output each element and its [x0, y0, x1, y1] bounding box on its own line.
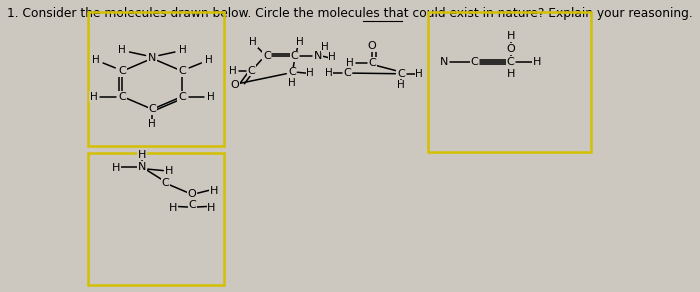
Text: H: H	[321, 42, 329, 52]
Text: C: C	[162, 178, 169, 188]
Text: H: H	[306, 68, 314, 78]
Text: C: C	[118, 92, 127, 102]
Text: C: C	[263, 51, 271, 61]
Bar	[88, 11, 224, 146]
Text: N: N	[138, 162, 146, 172]
Text: H: H	[397, 80, 405, 90]
Text: C: C	[148, 104, 156, 114]
Text: H: H	[533, 57, 541, 67]
Text: C: C	[288, 67, 295, 77]
Text: C: C	[118, 66, 127, 76]
Text: O: O	[506, 44, 515, 54]
Text: C: C	[368, 58, 376, 68]
Bar	[88, 153, 224, 285]
Text: C: C	[178, 66, 186, 76]
Text: 1. Consider the molecules drawn below. Circle the molecules that could exist in : 1. Consider the molecules drawn below. C…	[7, 7, 693, 20]
Text: H: H	[415, 69, 423, 79]
Text: H: H	[92, 55, 100, 65]
Text: H: H	[204, 55, 212, 65]
Text: C: C	[188, 200, 196, 210]
Text: H: H	[207, 92, 215, 102]
Text: H: H	[148, 119, 156, 129]
Text: H: H	[328, 53, 336, 62]
Text: H: H	[90, 92, 97, 102]
Text: H: H	[138, 150, 146, 160]
Text: H: H	[249, 37, 257, 48]
Text: C: C	[471, 57, 479, 67]
Text: O: O	[188, 189, 197, 199]
Text: H: H	[178, 45, 187, 55]
Text: H: H	[164, 166, 173, 176]
Text: H: H	[229, 66, 237, 76]
Text: N: N	[148, 53, 156, 63]
Text: H: H	[210, 186, 218, 196]
Text: C: C	[290, 51, 298, 61]
Text: H: H	[118, 45, 125, 55]
Text: O: O	[230, 80, 239, 90]
Bar	[428, 11, 591, 152]
Text: H: H	[507, 69, 514, 79]
Text: N: N	[314, 51, 322, 61]
Text: C: C	[344, 68, 351, 78]
Text: H: H	[507, 31, 514, 41]
Text: N: N	[440, 57, 449, 67]
Text: H: H	[111, 163, 120, 173]
Text: C: C	[248, 66, 256, 76]
Text: H: H	[169, 203, 177, 213]
Text: C: C	[178, 92, 186, 102]
Text: H: H	[288, 78, 295, 88]
Text: C: C	[397, 69, 405, 79]
Text: C: C	[507, 57, 514, 67]
Text: H: H	[346, 58, 354, 68]
Text: O: O	[368, 41, 377, 51]
Text: H: H	[325, 68, 332, 78]
Text: H: H	[207, 203, 216, 213]
Text: H: H	[296, 37, 304, 48]
